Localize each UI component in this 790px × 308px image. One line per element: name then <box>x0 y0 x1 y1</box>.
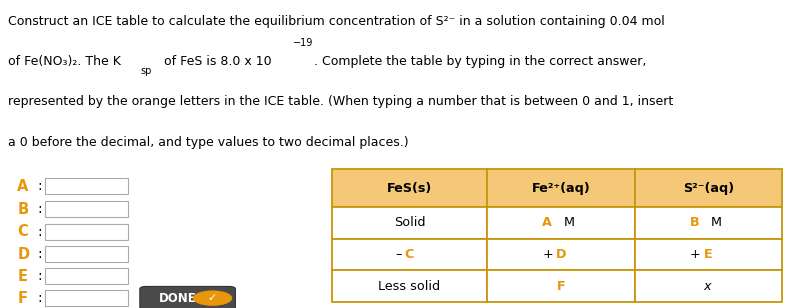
Text: :: : <box>37 291 42 305</box>
Text: M: M <box>563 217 574 229</box>
Text: A: A <box>17 179 28 194</box>
Bar <box>45 178 128 194</box>
Text: :: : <box>37 202 42 217</box>
Text: B: B <box>17 202 28 217</box>
Bar <box>332 270 487 302</box>
Text: F: F <box>557 280 566 293</box>
Bar <box>487 169 635 207</box>
Bar <box>487 239 635 270</box>
Text: of Fe(NO₃)₂. The K: of Fe(NO₃)₂. The K <box>8 55 121 68</box>
Text: DONE: DONE <box>159 292 197 305</box>
Text: :: : <box>37 225 42 239</box>
Bar <box>332 207 487 239</box>
Circle shape <box>193 290 232 306</box>
Text: of FeS is 8.0 x 10: of FeS is 8.0 x 10 <box>160 55 272 68</box>
Text: –: – <box>395 248 401 261</box>
Text: FeS(s): FeS(s) <box>387 182 432 195</box>
Bar <box>45 268 128 284</box>
Bar <box>45 201 128 217</box>
Text: :: : <box>37 179 42 193</box>
Text: Fe²⁺(aq): Fe²⁺(aq) <box>532 182 590 195</box>
Text: :: : <box>37 269 42 283</box>
Bar <box>635 239 782 270</box>
Bar <box>635 270 782 302</box>
Text: ✓: ✓ <box>208 293 217 303</box>
Bar <box>332 169 487 207</box>
Text: C: C <box>17 224 28 239</box>
Text: F: F <box>17 291 28 306</box>
Bar <box>45 224 128 240</box>
Text: S²⁻(aq): S²⁻(aq) <box>683 182 734 195</box>
Text: represented by the orange letters in the ICE table. (When typing a number that i: represented by the orange letters in the… <box>8 95 673 108</box>
Bar <box>332 239 487 270</box>
Bar <box>45 246 128 262</box>
Bar <box>487 207 635 239</box>
Text: M: M <box>711 217 722 229</box>
Text: B: B <box>690 217 699 229</box>
Text: . Complete the table by typing in the correct answer,: . Complete the table by typing in the co… <box>314 55 647 68</box>
Bar <box>487 270 635 302</box>
Bar <box>635 207 782 239</box>
Text: sp: sp <box>141 66 152 76</box>
Text: E: E <box>704 248 713 261</box>
Text: $x$: $x$ <box>703 280 713 293</box>
Text: Solid: Solid <box>393 217 425 229</box>
Text: a 0 before the decimal, and type values to two decimal places.): a 0 before the decimal, and type values … <box>8 136 408 148</box>
Text: Construct an ICE table to calculate the equilibrium concentration of S²⁻ in a so: Construct an ICE table to calculate the … <box>8 15 664 28</box>
Text: D: D <box>556 248 566 261</box>
Text: E: E <box>17 269 28 284</box>
Bar <box>635 169 782 207</box>
Bar <box>45 290 128 306</box>
Text: A: A <box>542 217 551 229</box>
Text: D: D <box>17 247 29 261</box>
Text: C: C <box>404 248 414 261</box>
Text: +: + <box>543 248 553 261</box>
Text: Less solid: Less solid <box>378 280 441 293</box>
Text: −19: −19 <box>293 38 314 48</box>
FancyBboxPatch shape <box>140 286 235 308</box>
Text: :: : <box>37 247 42 261</box>
Text: +: + <box>690 248 701 261</box>
